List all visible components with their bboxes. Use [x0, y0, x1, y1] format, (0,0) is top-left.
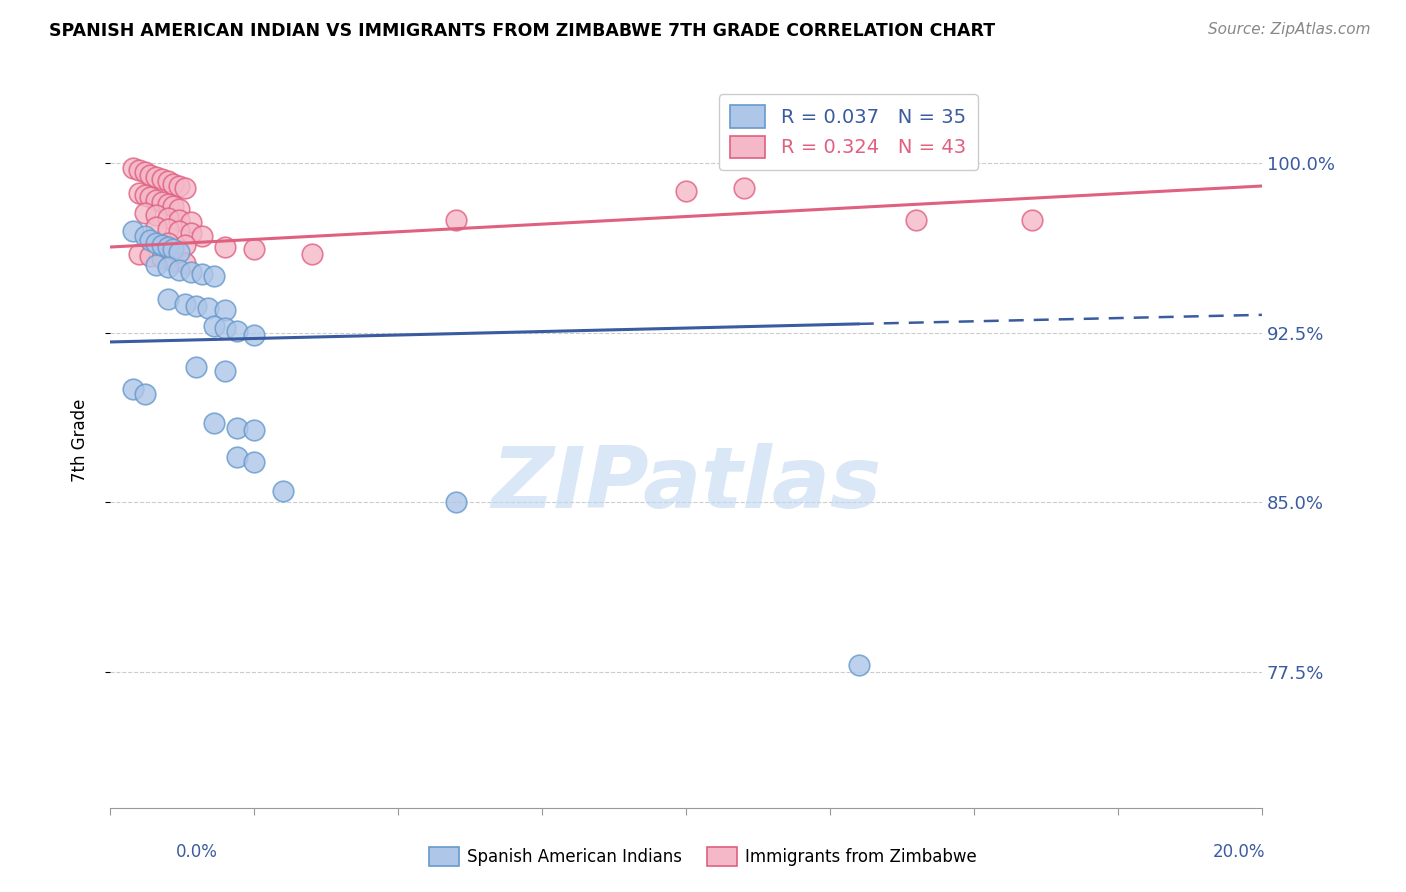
Point [167, 213, 190, 227]
Point [145, 208, 167, 222]
Point [156, 197, 179, 211]
Point [145, 219, 167, 234]
Point [214, 364, 236, 378]
Point [174, 296, 197, 310]
Point [174, 237, 197, 252]
Point [139, 233, 162, 247]
Point [156, 240, 179, 254]
Point [150, 237, 173, 252]
Point [156, 222, 179, 236]
Point [128, 247, 150, 261]
Point [191, 267, 214, 281]
Point [214, 303, 236, 318]
Point [167, 262, 190, 277]
Point [162, 177, 184, 191]
Point [145, 193, 167, 207]
Point [180, 265, 202, 279]
Point [214, 240, 236, 254]
Point [186, 359, 208, 374]
Point [202, 417, 225, 431]
Point [150, 194, 173, 209]
Point [156, 292, 179, 306]
Point [139, 168, 162, 182]
Point [186, 299, 208, 313]
Point [271, 484, 294, 499]
Legend: Spanish American Indians, Immigrants from Zimbabwe: Spanish American Indians, Immigrants fro… [422, 840, 984, 873]
Point [225, 324, 247, 338]
Point [156, 174, 179, 188]
Text: 0.0%: 0.0% [176, 843, 218, 861]
Point [174, 181, 197, 195]
Point [145, 258, 167, 272]
Point [145, 169, 167, 184]
Point [444, 213, 467, 227]
Point [197, 301, 219, 315]
Point [139, 190, 162, 204]
Point [1021, 213, 1043, 227]
Point [225, 450, 247, 465]
Point [733, 181, 755, 195]
Point [139, 249, 162, 263]
Text: 20.0%: 20.0% [1213, 843, 1265, 861]
Point [134, 188, 156, 202]
Y-axis label: 7th Grade: 7th Grade [72, 399, 89, 482]
Point [150, 252, 173, 266]
Text: SPANISH AMERICAN INDIAN VS IMMIGRANTS FROM ZIMBABWE 7TH GRADE CORRELATION CHART: SPANISH AMERICAN INDIAN VS IMMIGRANTS FR… [49, 22, 995, 40]
Point [122, 224, 145, 238]
Point [167, 244, 190, 259]
Point [156, 235, 179, 250]
Point [167, 179, 190, 194]
Text: ZIPatlas: ZIPatlas [491, 442, 882, 526]
Point [191, 228, 214, 243]
Point [156, 260, 179, 275]
Point [162, 253, 184, 268]
Point [162, 242, 184, 256]
Point [675, 184, 697, 198]
Point [202, 319, 225, 334]
Point [167, 202, 190, 216]
Point [134, 165, 156, 179]
Point [180, 227, 202, 241]
Point [174, 256, 197, 270]
Point [145, 235, 167, 250]
Point [214, 321, 236, 335]
Point [122, 161, 145, 175]
Point [128, 186, 150, 200]
Point [156, 211, 179, 225]
Point [225, 421, 247, 435]
Point [134, 228, 156, 243]
Point [848, 658, 870, 673]
Point [243, 328, 266, 343]
Text: Source: ZipAtlas.com: Source: ZipAtlas.com [1208, 22, 1371, 37]
Point [905, 213, 928, 227]
Point [301, 247, 323, 261]
Point [162, 199, 184, 213]
Point [243, 423, 266, 437]
Point [167, 224, 190, 238]
Point [122, 383, 145, 397]
Point [150, 172, 173, 186]
Point [128, 163, 150, 178]
Point [243, 242, 266, 256]
Legend: R = 0.037   N = 35, R = 0.324   N = 43: R = 0.037 N = 35, R = 0.324 N = 43 [718, 94, 977, 169]
Point [134, 206, 156, 220]
Point [134, 387, 156, 401]
Point [243, 455, 266, 469]
Point [202, 269, 225, 284]
Point [444, 495, 467, 509]
Point [180, 215, 202, 229]
